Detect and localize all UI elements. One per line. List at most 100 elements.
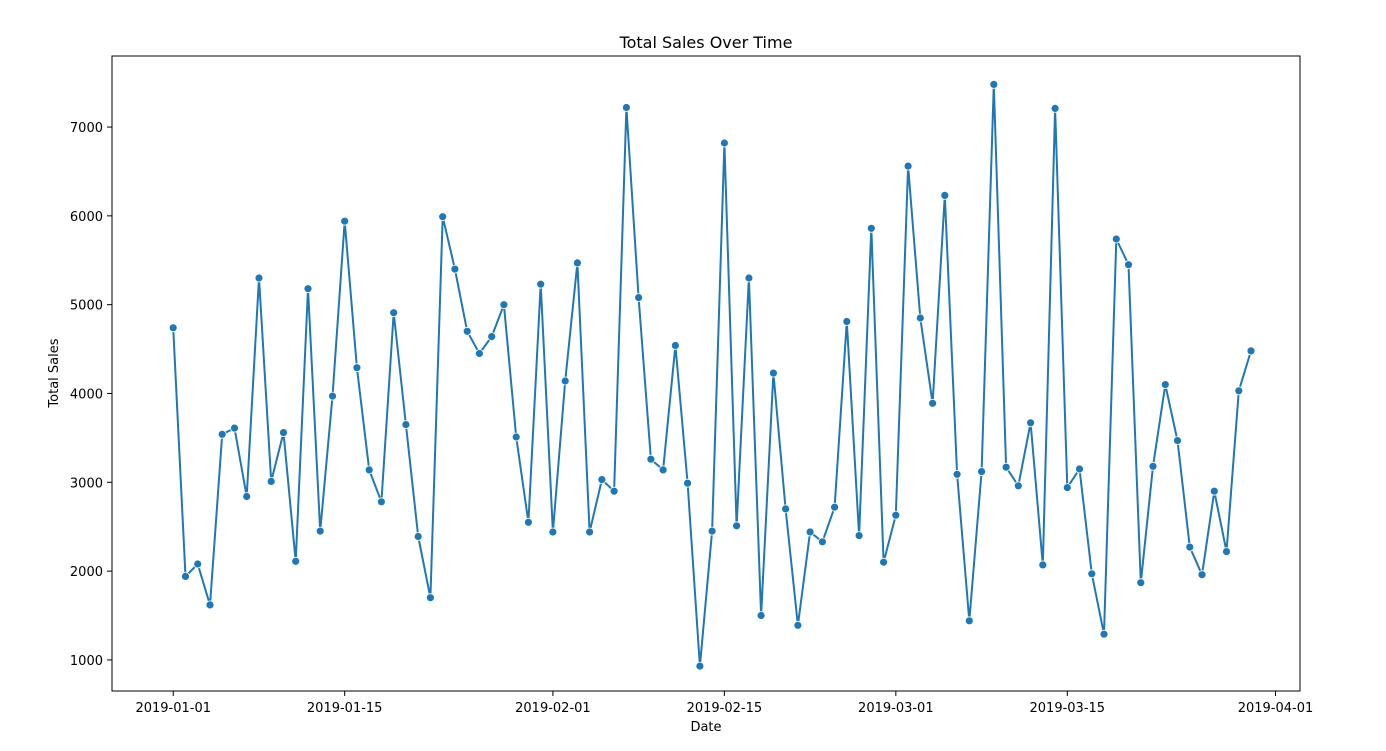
data-point — [511, 432, 521, 442]
data-point — [1001, 462, 1011, 472]
data-point — [720, 138, 729, 148]
x-tick-label: 2019-03-15 — [1030, 701, 1106, 716]
data-point — [756, 611, 766, 620]
data-point — [585, 527, 594, 537]
data-point — [940, 190, 950, 200]
data-point — [401, 420, 411, 430]
data-point — [707, 526, 717, 536]
x-tick-label: 2019-02-15 — [687, 701, 763, 716]
data-point — [683, 478, 692, 488]
x-tick-label: 2019-01-01 — [135, 701, 211, 716]
x-tick-label: 2019-01-15 — [307, 701, 383, 716]
x-tick-label: 2019-02-01 — [515, 701, 591, 716]
data-point — [315, 526, 325, 536]
data-point — [744, 273, 754, 283]
data-point — [781, 504, 790, 514]
chart-title: Total Sales Over Time — [619, 33, 793, 52]
data-point — [1222, 547, 1231, 556]
data-point — [499, 300, 509, 310]
data-point — [1099, 629, 1109, 639]
data-point — [205, 600, 215, 610]
data-point — [695, 661, 705, 671]
data-point — [254, 273, 264, 283]
data-point — [279, 428, 288, 438]
data-point — [793, 620, 803, 630]
y-tick-label: 3000 — [70, 476, 103, 491]
data-point — [474, 349, 484, 358]
data-point — [1234, 386, 1244, 396]
data-point — [597, 475, 607, 485]
data-point — [536, 279, 546, 289]
data-point — [964, 616, 974, 626]
data-points — [168, 80, 1256, 671]
y-tick-label: 2000 — [70, 565, 103, 580]
data-point — [928, 398, 937, 408]
data-point — [230, 423, 239, 433]
data-point — [291, 556, 301, 566]
data-point — [1013, 481, 1023, 491]
data-point — [438, 212, 448, 222]
y-tick-label: 5000 — [70, 299, 103, 314]
x-axis: 2019-01-01 2019-01-15 2019-02-01 2019-02-15… — [135, 691, 1313, 716]
data-point — [217, 429, 227, 439]
data-point — [1160, 380, 1170, 390]
data-point — [340, 216, 350, 226]
y-tick-label: 6000 — [70, 210, 103, 225]
data-point — [352, 363, 362, 373]
data-point — [1173, 436, 1182, 446]
data-point — [805, 527, 815, 537]
data-point — [1050, 104, 1060, 113]
data-point — [903, 161, 913, 171]
y-axis: 1000 2000 3000 4000 5000 6000 7000 — [70, 121, 112, 669]
x-axis-label: Date — [690, 720, 721, 735]
data-point — [977, 467, 986, 477]
x-tick-label: 2019-04-01 — [1238, 701, 1314, 716]
data-point — [1246, 346, 1256, 356]
data-point — [609, 486, 619, 496]
data-point — [266, 476, 276, 486]
data-point — [413, 532, 423, 541]
data-point — [1038, 560, 1048, 570]
data-point — [634, 293, 643, 303]
data-point — [1136, 578, 1146, 588]
data-point — [854, 531, 864, 540]
y-tick-label: 4000 — [70, 387, 103, 402]
data-point — [168, 323, 178, 333]
data-point — [181, 572, 190, 581]
data-point — [658, 465, 668, 475]
data-point — [830, 502, 839, 512]
y-tick-label: 1000 — [70, 654, 103, 669]
data-point — [989, 80, 999, 89]
data-point — [879, 557, 888, 567]
data-point — [425, 593, 435, 603]
data-point — [376, 497, 386, 507]
data-point — [1197, 570, 1207, 580]
data-point — [548, 527, 558, 537]
x-tick-label: 2019-03-01 — [858, 701, 934, 716]
data-point — [1124, 260, 1133, 270]
data-point — [769, 368, 778, 378]
data-point — [1148, 461, 1158, 471]
data-point — [389, 308, 399, 318]
y-tick-label: 7000 — [70, 121, 103, 136]
data-point — [1075, 464, 1084, 474]
data-point — [573, 258, 582, 268]
data-point — [1209, 486, 1219, 496]
data-point — [1026, 418, 1035, 428]
data-point — [242, 492, 252, 501]
data-point — [1087, 569, 1097, 579]
data-point — [1185, 542, 1195, 552]
data-point — [732, 521, 741, 531]
data-point — [952, 469, 962, 479]
data-point — [915, 313, 925, 323]
data-point — [364, 465, 374, 475]
data-point — [842, 317, 852, 326]
data-point — [646, 454, 656, 464]
data-point — [524, 517, 533, 527]
data-point — [560, 376, 570, 386]
data-point — [462, 326, 472, 336]
plot-area — [111, 55, 1301, 692]
data-point — [818, 537, 827, 547]
data-point — [622, 103, 631, 112]
